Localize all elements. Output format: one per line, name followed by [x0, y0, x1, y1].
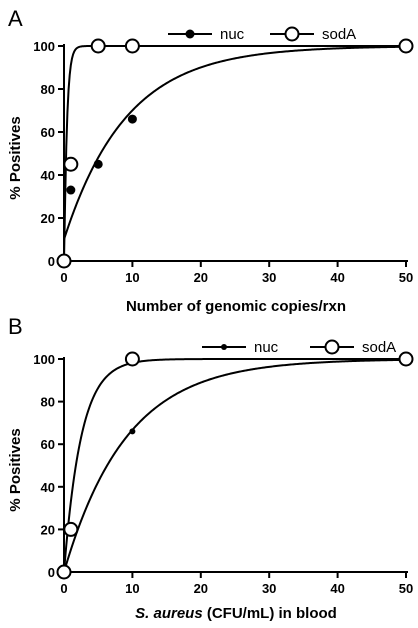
y-axis-title-b: % Positives [7, 428, 24, 511]
x-tick-label-b: 30 [262, 581, 276, 596]
y-tick-label-b: 0 [48, 565, 55, 580]
y-axis-title-a: % Positives [7, 116, 24, 199]
y-tick-label-a: 40 [41, 168, 55, 183]
legend-label-nuc-b: nuc [254, 339, 279, 356]
x-tick-label-b: 0 [60, 581, 67, 596]
y-tick-label-b: 20 [41, 522, 55, 537]
x-axis-title-b: S. aureus (CFU/mL) in blood [135, 605, 337, 622]
fit-curve-nuc-b [63, 358, 407, 573]
data-point-soda-b [124, 351, 140, 367]
legend-label-soda-a: sodA [322, 26, 356, 43]
plot-area-a: 0 20 40 60 80 100 0 10 20 30 40 50 nuc sodA [33, 26, 414, 285]
y-tick-label-b: 80 [41, 395, 55, 410]
x-tick-label-b: 50 [399, 581, 413, 596]
data-point-soda-a [124, 38, 140, 54]
legend-label-soda-b: sodA [362, 339, 396, 356]
x-tick-label-b: 10 [125, 581, 139, 596]
x-tick-label-a: 40 [330, 270, 344, 285]
x-tick-label-a: 30 [262, 270, 276, 285]
data-point-soda-a [63, 156, 79, 172]
x-tick-label-b: 20 [194, 581, 208, 596]
fit-curve-nuc-a [63, 45, 407, 240]
x-tick-label-b: 40 [330, 581, 344, 596]
data-point-soda-a [398, 38, 414, 54]
data-point-soda-b [63, 521, 79, 537]
y-tick-label-a: 20 [41, 211, 55, 226]
y-tick-label-a: 80 [41, 82, 55, 97]
x-tick-label-a: 20 [194, 270, 208, 285]
data-point-nuc-a [93, 159, 103, 169]
y-tick-label-a: 0 [48, 254, 55, 269]
y-tick-label-b: 40 [41, 480, 55, 495]
panel-letter-a: A [8, 6, 23, 31]
data-point-nuc-b [129, 428, 136, 435]
x-tick-label-a: 0 [60, 270, 67, 285]
y-tick-label-a: 100 [33, 39, 55, 54]
data-point-soda-b [56, 564, 72, 580]
data-point-nuc-a [66, 185, 76, 195]
data-point-soda-b [398, 351, 414, 367]
y-tick-label-b: 100 [33, 352, 55, 367]
legend-marker-nuc-a [185, 29, 195, 39]
legend-marker-soda-b [324, 339, 340, 355]
data-point-nuc-a [127, 114, 137, 124]
panel-b: B % Positives S. aureus (CFU/mL) in bloo… [7, 314, 414, 622]
panel-letter-b: B [8, 314, 23, 339]
x-axis-title-a: Number of genomic copies/rxn [126, 298, 346, 315]
y-tick-label-b: 60 [41, 437, 55, 452]
legend-marker-soda-a [284, 26, 300, 42]
data-point-soda-a [90, 38, 106, 54]
legend-marker-nuc-b [221, 344, 227, 350]
fit-curve-soda-a [63, 45, 406, 262]
fit-curve-soda-b [63, 358, 406, 573]
panel-a: A % Positives Number of genomic copies/r… [7, 6, 414, 315]
x-axis-title-b-rest: (CFU/mL) in blood [203, 605, 337, 622]
data-point-soda-a [56, 253, 72, 269]
y-tick-label-a: 60 [41, 125, 55, 140]
legend-label-nuc-a: nuc [220, 26, 245, 43]
x-tick-label-a: 10 [125, 270, 139, 285]
x-axis-title-b-italic: S. aureus [135, 605, 203, 622]
x-tick-label-a: 50 [399, 270, 413, 285]
plot-area-b: 0 20 40 60 80 100 0 10 20 30 40 50 nuc sodA [33, 339, 414, 596]
